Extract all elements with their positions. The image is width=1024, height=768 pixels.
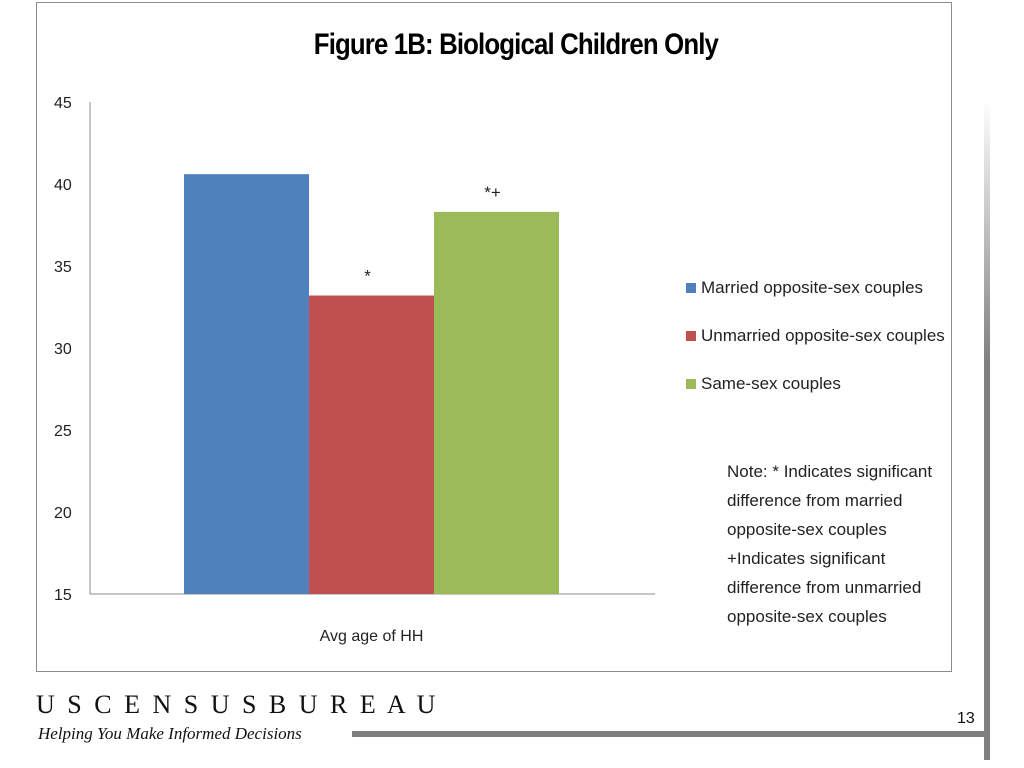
y-tick-label: 45	[54, 95, 72, 112]
y-tick-label: 25	[54, 423, 72, 440]
census-bureau-logo: U S C E N S U S B U R E A U	[36, 690, 439, 719]
chart-title: Figure 1B: Biological Children Only	[313, 28, 719, 61]
note-line: opposite-sex couples	[727, 607, 887, 626]
x-category-label: Avg age of HH	[320, 628, 424, 645]
y-tick-label: 35	[54, 259, 72, 276]
note-line: difference from married	[727, 491, 903, 510]
data-label: *	[364, 267, 371, 286]
footer-divider	[352, 731, 986, 737]
legend-swatch	[686, 283, 696, 293]
bar	[309, 295, 434, 594]
footer-vertical-divider	[984, 100, 990, 760]
y-tick-label: 20	[54, 505, 72, 522]
y-tick-label: 40	[54, 177, 72, 194]
bar	[184, 174, 309, 594]
page-number: 13	[957, 710, 975, 727]
note-line: difference from unmarried	[727, 578, 922, 597]
legend-label: Married opposite-sex couples	[701, 278, 924, 297]
data-label: *+	[484, 183, 501, 202]
bar	[434, 211, 559, 594]
note-line: +Indicates significant	[727, 549, 886, 568]
legend-label: Unmarried opposite-sex couples	[701, 326, 945, 345]
legend-swatch	[686, 379, 696, 389]
note-line: opposite-sex couples	[727, 520, 887, 539]
legend-swatch	[686, 331, 696, 341]
chart-note: Note: * Indicates significant difference …	[727, 457, 942, 631]
legend-label: Same-sex couples	[701, 374, 841, 393]
y-tick-label: 15	[54, 587, 72, 604]
note-line: Note: * Indicates significant	[727, 462, 933, 481]
y-tick-label: 30	[54, 341, 72, 358]
footer-tagline: Helping You Make Informed Decisions	[38, 724, 302, 743]
